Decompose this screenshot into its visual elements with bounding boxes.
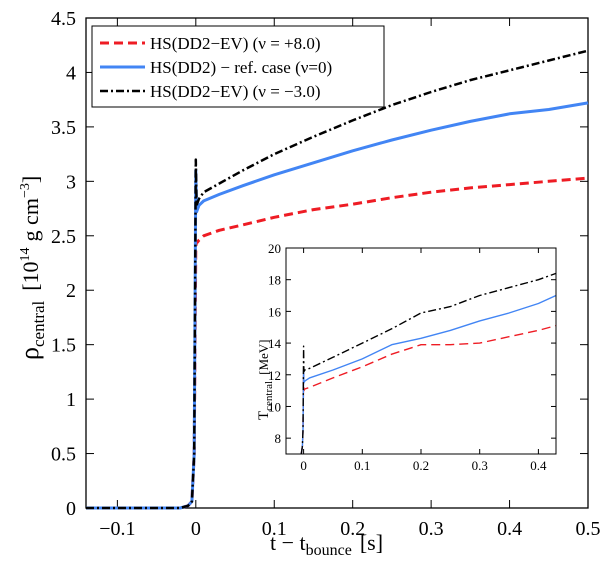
inset-series-line-2: [300, 272, 557, 455]
inset-y-tick-label: 12: [268, 368, 281, 383]
inset-series: [300, 272, 557, 455]
main-x-tick-label: 0.3: [419, 518, 444, 540]
main-series-line-2: [86, 49, 589, 510]
main-y-tick-label: 0: [66, 498, 76, 520]
inset-ticks: 0 0.1 0.2 0.3 0.4 8 10 12 14 16 18 20: [268, 241, 556, 473]
inset-y-axis-title: Tcentral [MeV]: [256, 340, 275, 421]
inset-y-axis-title-unit: [MeV]: [256, 340, 271, 375]
main-y-tick-label: 2: [66, 280, 76, 302]
inset-series-line-0: [300, 324, 557, 455]
inset-x-tick-label: 0.4: [530, 458, 547, 473]
inset-background: [286, 248, 576, 454]
inset-y-tick-label: 18: [268, 273, 281, 288]
legend-label-0: HS(DD2−EV) (ν = +8.0): [150, 34, 321, 53]
legend: HS(DD2−EV) (ν = +8.0) HS(DD2) − ref. cas…: [91, 25, 385, 108]
main-y-tick-label: 3.5: [51, 117, 76, 139]
inset-y-tick-label: 10: [268, 399, 281, 414]
y-axis-title-unit-suffix: ]: [18, 176, 43, 183]
main-plot-frame: [85, 17, 589, 509]
inset-x-tick-label: 0.1: [354, 458, 370, 473]
legend-label-1: HS(DD2) − ref. case (ν=0): [150, 58, 332, 77]
y-axis-title-unit-exp2: −3: [18, 183, 33, 198]
x-axis-title-sub: bounce: [306, 542, 352, 559]
main-series: [86, 49, 589, 510]
main-x-tick-label: −0.1: [99, 518, 135, 540]
main-x-tick-label: 0.1: [262, 518, 287, 540]
y-axis-title: ρcentral [1014 g cm−3]: [15, 176, 48, 360]
main-x-tick-label: 0.5: [576, 518, 601, 540]
y-axis-title-unit-mid: g cm: [18, 198, 43, 241]
main-series-line-0: [86, 176, 589, 510]
inset-x-tick-label: 0: [300, 458, 307, 473]
inset-y-axis-title-main: T: [256, 411, 272, 420]
main-x-tick-label: 0.4: [497, 518, 522, 540]
x-axis-title: t − tbounce [s]: [270, 530, 383, 559]
y-axis-title-unit-prefix: [10: [18, 261, 43, 290]
x-axis-title-unit: [s]: [360, 530, 383, 555]
main-y-tick-label: 0.5: [51, 444, 76, 466]
x-axis-title-main: t − t: [270, 530, 306, 555]
main-ticks: −0.1 0 0.1 0.2 0.3 0.4 0.5 0 0.5 1 1.5 2 2.5 3 3.5 4 4.5: [51, 8, 601, 540]
inset-x-tick-label: 0.3: [472, 458, 488, 473]
main-y-tick-label: 1.5: [51, 335, 76, 357]
inset-y-tick-label: 8: [275, 431, 282, 446]
y-axis-title-main: ρ: [15, 347, 44, 360]
main-y-tick-label: 4.5: [51, 8, 76, 30]
main-y-tick-label: 1: [66, 389, 76, 411]
y-axis-title-sub: central: [29, 300, 48, 347]
main-x-tick-label: 0.2: [340, 518, 365, 540]
inset-x-tick-label: 0.2: [413, 458, 429, 473]
main-y-tick-label: 2.5: [51, 226, 76, 248]
inset-y-axis-title-sub: central: [263, 381, 275, 411]
inset-y-tick-label: 14: [268, 336, 282, 351]
inset-y-tick-label: 16: [268, 304, 282, 319]
y-axis-title-unit-exp: 14: [18, 247, 33, 261]
main-x-tick-label: 0: [191, 518, 201, 540]
legend-label-2: HS(DD2−EV) (ν = −3.0): [150, 82, 321, 101]
main-y-tick-label: 4: [66, 62, 76, 84]
main-y-tick-label: 3: [66, 171, 76, 193]
inset-y-tick-label: 20: [268, 241, 281, 256]
